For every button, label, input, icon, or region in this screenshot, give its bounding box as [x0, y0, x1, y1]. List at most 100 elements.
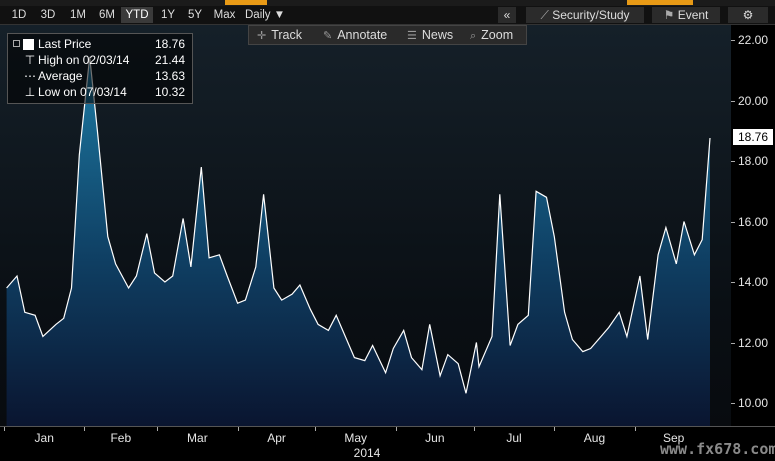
settings-button[interactable]: ⚙	[728, 7, 768, 23]
y-tick-label: 22.00	[738, 33, 769, 47]
zoom-tool[interactable]: ⌕ Zoom	[470, 26, 513, 44]
legend-low-value: 10.32	[154, 85, 185, 99]
price-point	[78, 154, 81, 157]
x-year-label: 2014	[353, 446, 381, 460]
news-tool[interactable]: ☰ News	[407, 26, 453, 44]
y-tick-mark	[731, 100, 735, 102]
period-ytd-button[interactable]: YTD	[121, 7, 153, 23]
price-point	[553, 235, 556, 238]
x-tick-label: Sep	[662, 431, 685, 445]
price-point	[363, 359, 366, 362]
price-point	[171, 275, 174, 278]
price-point	[439, 374, 442, 377]
x-tick-label: Jan	[34, 431, 54, 445]
price-point	[70, 287, 73, 290]
checkbox-icon[interactable]	[13, 40, 20, 47]
legend-average: ⋯ Average 13.63	[13, 69, 189, 84]
x-tick-label: Apr	[267, 431, 286, 445]
legend-high: ⊤ High on 02/03/14 21.44	[13, 53, 189, 68]
track-label: Track	[271, 28, 303, 42]
price-point	[527, 314, 530, 317]
y-tick-mark	[731, 342, 735, 344]
y-tick-mark	[731, 161, 735, 162]
price-point	[153, 271, 156, 274]
magnifier-icon: ⌕	[470, 30, 477, 42]
price-point	[226, 275, 229, 278]
x-tick-mark	[395, 427, 397, 431]
period-5y-button[interactable]: 5Y	[187, 9, 203, 21]
chart-legend[interactable]: Last Price 18.76 ⊤ High on 02/03/14 21.4…	[7, 33, 193, 104]
price-point	[106, 235, 109, 238]
period-3d-button[interactable]: 3D	[40, 9, 56, 21]
chevron-down-icon: ▼	[273, 9, 286, 21]
legend-average-value: 13.63	[154, 69, 185, 83]
legend-low: ⊥ Low on 07/03/14 10.32	[13, 85, 189, 100]
white-square-icon	[23, 39, 34, 50]
chart-icon: ⟋	[540, 8, 549, 22]
frequency-label: Daily	[245, 9, 271, 21]
last-price-label: 18.76	[733, 129, 773, 145]
frequency-dropdown[interactable]: Daily ▼	[243, 7, 299, 23]
y-tick-mark	[731, 221, 735, 223]
field-highlight	[225, 0, 267, 5]
price-point	[327, 329, 330, 332]
price-point	[638, 275, 641, 278]
period-1y-button[interactable]: 1Y	[160, 9, 176, 21]
price-point	[701, 238, 704, 241]
track-tool[interactable]: ✛ Track	[257, 26, 302, 44]
x-tick-mark	[4, 427, 5, 431]
legend-low-label: Low on 07/03/14	[38, 85, 127, 99]
price-point	[600, 335, 603, 338]
y-tick-mark	[731, 403, 735, 404]
crosshair-icon: ✛	[257, 30, 267, 42]
price-point	[236, 302, 239, 305]
price-point	[34, 314, 37, 317]
price-point	[535, 190, 538, 193]
price-point	[607, 326, 610, 329]
price-point	[709, 137, 712, 140]
field-highlight	[627, 0, 693, 5]
annotate-tool[interactable]: ✎ Annotate	[323, 26, 387, 44]
average-marker-icon: ⋯	[24, 69, 36, 83]
price-point	[402, 329, 405, 332]
x-tick-mark	[157, 427, 159, 431]
x-tick-label: Feb	[110, 431, 132, 445]
price-point	[478, 365, 481, 368]
annotate-label: Annotate	[337, 28, 388, 42]
event-label: Event	[677, 8, 709, 22]
collapse-button[interactable]: «	[498, 7, 516, 23]
period-1d-button[interactable]: 1D	[11, 9, 27, 21]
y-tick-label: 18.00	[738, 154, 769, 168]
price-point	[683, 220, 686, 223]
price-point	[446, 353, 449, 356]
price-point	[491, 335, 494, 338]
security-study-button[interactable]: ⟋ Security/Study	[526, 7, 644, 23]
top-field-strip	[0, 0, 775, 6]
x-tick-label: May	[344, 431, 368, 445]
price-point	[675, 262, 678, 265]
x-tick-label: Jul	[506, 431, 522, 445]
price-point	[200, 166, 203, 169]
price-chart	[6, 56, 712, 427]
price-point	[465, 392, 468, 395]
price-point	[163, 281, 166, 284]
price-point	[254, 265, 257, 268]
period-max-button[interactable]: Max	[213, 9, 236, 21]
x-tick-mark	[315, 427, 317, 431]
price-point	[428, 323, 431, 326]
price-point	[371, 344, 374, 347]
event-button[interactable]: ⚑ Event	[652, 7, 720, 23]
y-tick-label: 20.00	[738, 93, 769, 108]
price-point	[41, 335, 44, 338]
price-point	[62, 317, 65, 320]
price-point	[280, 299, 283, 302]
period-1m-button[interactable]: 1M	[70, 9, 86, 21]
price-point	[646, 338, 649, 341]
chart-tools: ✛ Track ✎ Annotate ☰ News ⌕ Zoom	[248, 25, 527, 45]
price-point	[244, 299, 247, 302]
price-point	[353, 356, 356, 359]
period-6m-button[interactable]: 6M	[99, 9, 115, 21]
price-point	[16, 275, 19, 278]
watermark-text: www.fx678.com	[660, 440, 775, 458]
price-point	[218, 253, 221, 256]
